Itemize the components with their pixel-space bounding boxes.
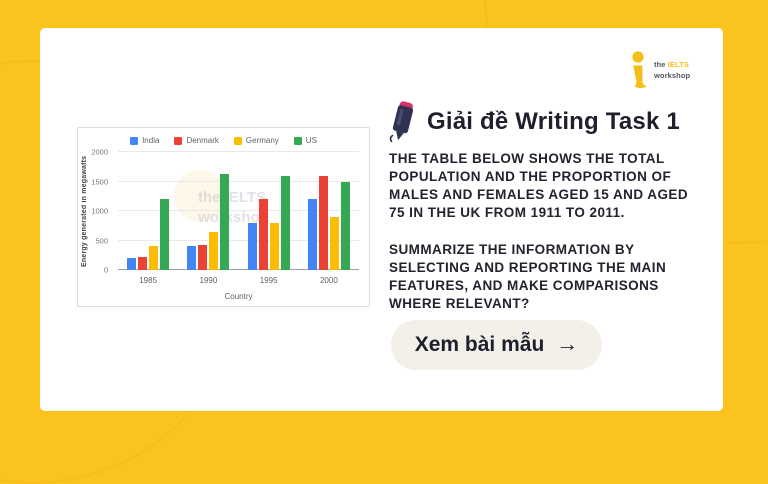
- legend-swatch-us: [293, 136, 302, 145]
- x-tick-label: 1995: [259, 276, 278, 285]
- x-axis-title: Country: [224, 292, 253, 301]
- bar-denmark-1995: [258, 199, 268, 270]
- bar-india-1990: [187, 246, 197, 270]
- y-tick-label: 1500: [91, 177, 108, 186]
- gridline-500: [118, 239, 359, 241]
- legend-item-us: US: [293, 136, 317, 145]
- view-sample-button[interactable]: Xem bài mẫu →: [391, 320, 602, 370]
- bar-germany-1990: [209, 231, 219, 270]
- bar-denmark-1990: [198, 244, 208, 270]
- bar-group-2000: [299, 152, 359, 270]
- page-title: Giải đề Writing Task 1: [427, 107, 680, 135]
- logo-the: the: [654, 60, 666, 69]
- legend-item-india: India: [130, 136, 159, 145]
- gridline-2000: [118, 151, 359, 152]
- logo-text: the IELTS workshop: [654, 60, 690, 82]
- bar-group-1990: [178, 152, 238, 270]
- bar-germany-2000: [329, 216, 339, 270]
- y-tick-label: 0: [103, 265, 108, 275]
- legend-swatch-denmark: [174, 136, 183, 145]
- y-tick-label: 2000: [91, 147, 108, 157]
- logo-i-icon: [632, 51, 648, 88]
- crayon-icon: [389, 101, 414, 143]
- x-tick-label: 1990: [199, 276, 218, 285]
- bar-us-1995: [280, 175, 290, 270]
- x-tick-label: 2000: [319, 276, 338, 285]
- bar-india-2000: [307, 199, 317, 270]
- logo-workshop: workshop: [654, 70, 691, 80]
- gridline-1000: [118, 210, 359, 211]
- legend-label: Germany: [245, 136, 279, 145]
- content-card: the IELTS workshop India Denmark Germany US…: [40, 28, 723, 411]
- y-tick-label: 500: [95, 236, 108, 245]
- bar-denmark-1985: [138, 257, 148, 270]
- x-tick-label: 1985: [139, 276, 158, 285]
- bar-us-2000: [340, 181, 350, 270]
- plot-area: [118, 151, 359, 270]
- logo-ielts: IELTS: [667, 60, 689, 69]
- task-paragraph-2: SUMMARIZE THE INFORMATION BY SELECTING A…: [389, 242, 667, 311]
- legend-label: Denmark: [186, 136, 219, 145]
- legend-label: India: [142, 136, 160, 145]
- arrow-right-icon: →: [556, 331, 579, 356]
- ielts-workshop-logo: the IELTS workshop: [630, 51, 690, 91]
- bar-india-1995: [247, 222, 257, 270]
- x-axis-ticks: 1985 1990 1995 2000: [118, 276, 359, 285]
- legend-item-denmark: Denmark: [174, 136, 219, 145]
- bar-group-1995: [239, 152, 299, 270]
- bar-us-1990: [220, 174, 230, 270]
- bars-row: [118, 152, 359, 270]
- legend-swatch-india: [130, 136, 139, 145]
- chart-legend: India Denmark Germany US: [78, 136, 369, 145]
- task-paragraph-1: THE TABLE BELOW SHOWS THE TOTAL POPULATI…: [389, 151, 689, 220]
- cta-label: Xem bài mẫu: [414, 333, 545, 356]
- legend-swatch-germany: [233, 136, 242, 145]
- bar-chart: the IELTS workshop India Denmark Germany US…: [77, 127, 370, 307]
- legend-item-germany: Germany: [233, 136, 279, 145]
- legend-label: US: [305, 136, 317, 145]
- y-tick-label: 1000: [91, 206, 108, 216]
- gridline-0: [118, 269, 359, 270]
- bar-us-1985: [160, 199, 170, 270]
- bar-group-1985: [118, 152, 178, 270]
- bar-denmark-2000: [318, 175, 328, 270]
- task-text-block: THE TABLE BELOW SHOWS THE TOTAL POPULATI…: [389, 150, 724, 332]
- bar-germany-1985: [149, 246, 159, 270]
- bar-india-1985: [127, 258, 137, 270]
- y-axis-ticks: 0 500 1000 1500 2000: [78, 148, 115, 275]
- bar-germany-1995: [269, 222, 279, 270]
- gridline-1500: [118, 180, 359, 182]
